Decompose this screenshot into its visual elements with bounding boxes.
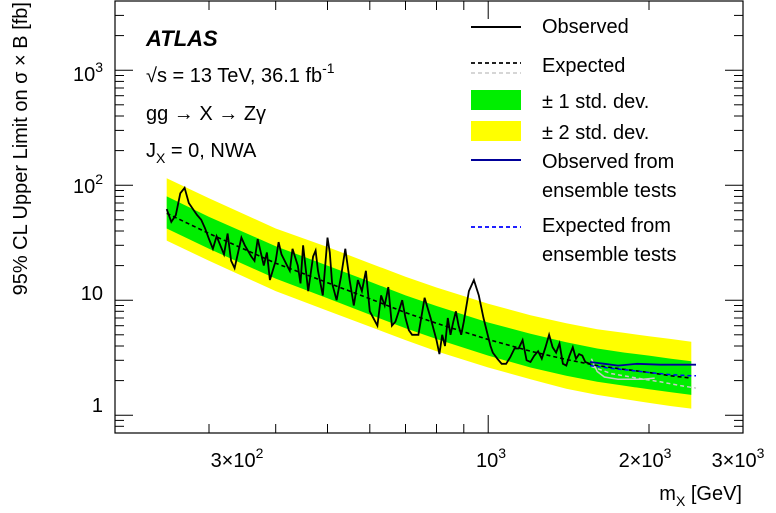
axis-tick-marks [114, 0, 744, 434]
expected-legacy-curve [591, 365, 697, 389]
y-tick-label: 102 [73, 171, 103, 198]
x-tick-label: 103 [476, 445, 506, 472]
y-tick-labels: 1 10 102 103 [73, 59, 103, 417]
plot-frame [114, 0, 744, 434]
y-axis-title: 95% CL Upper Limit on σ × B [fb] [10, 2, 32, 295]
spin-label: JX = 0, NWA [146, 140, 257, 166]
y-tick-label: 1 [92, 395, 103, 417]
legend-swatch-two-sigma [471, 121, 521, 141]
legend-swatch-one-sigma [471, 90, 521, 110]
x-tick-label: 2×103 [619, 445, 672, 472]
experiment-label: ATLAS [145, 26, 218, 51]
process-label: gg → X → Zγ [146, 103, 266, 125]
legend-label-observed-ensemble: Observed from [542, 151, 674, 173]
legend-label-one-sigma: ± 1 std. dev. [542, 91, 649, 113]
legend-label-two-sigma: ± 2 std. dev. [542, 122, 649, 144]
x-tick-labels: 3×102 103 2×103 3×103 [211, 445, 765, 472]
plot-annotations: ATLAS √s = 13 TeV, 36.1 fb-1 gg → X → Zγ… [145, 26, 335, 166]
observed-limit-curve [165, 185, 591, 367]
legend-label-observed-ensemble-2: ensemble tests [542, 180, 677, 202]
observed-legacy-curve [590, 358, 655, 381]
y-tick-label: 103 [73, 59, 103, 86]
legend-label-expected-ensemble: Expected from [542, 215, 671, 237]
x-tick-label: 3×102 [211, 445, 264, 472]
x-axis-title: mX [GeV] [659, 483, 742, 509]
energy-lumi-label: √s = 13 TeV, 36.1 fb-1 [146, 60, 335, 87]
legend-label-observed: Observed [542, 16, 629, 38]
x-tick-label: 3×103 [712, 445, 765, 472]
expected-ensemble-curve [589, 364, 696, 377]
legend-label-expected-ensemble-2: ensemble tests [542, 244, 677, 266]
observed-ensemble-curve [589, 361, 696, 367]
legend-label-expected: Expected [542, 55, 625, 77]
legend: Observed Expected ± 1 std. dev. ± 2 std.… [471, 16, 677, 266]
y-tick-label: 10 [81, 283, 103, 305]
